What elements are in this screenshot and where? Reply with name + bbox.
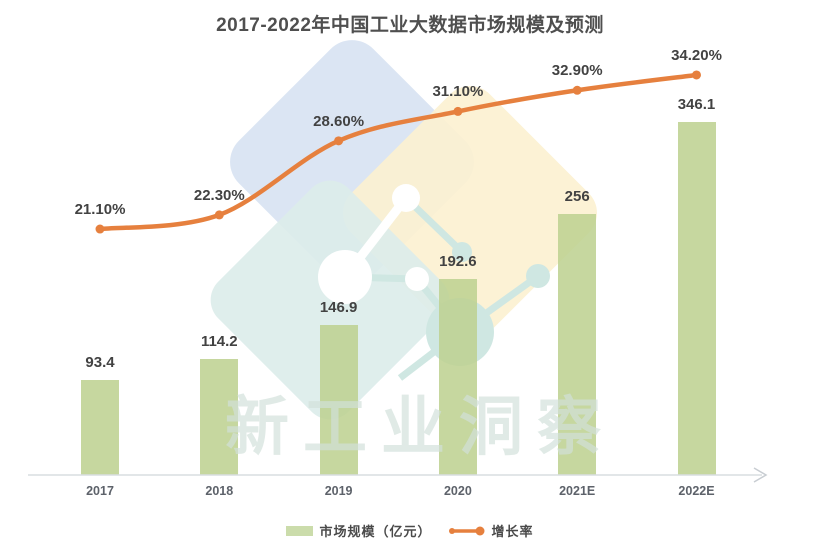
legend-bar-label: 市场规模（亿元） xyxy=(319,524,432,539)
growth-rate-label: 22.30% xyxy=(193,186,245,204)
bar-value-label: 114.2 xyxy=(200,332,238,350)
bar-value-label: 93.4 xyxy=(85,353,115,371)
diamond-decor-blue xyxy=(230,40,474,284)
growth-rate-label: 34.20% xyxy=(671,46,722,64)
growth-line-marker xyxy=(95,224,105,234)
x-axis-label-2021E: 2021E xyxy=(559,484,596,498)
bar-value-label: 192.6 xyxy=(439,252,477,270)
growth-line-marker xyxy=(572,85,582,95)
x-axis-label-2020: 2020 xyxy=(443,484,472,498)
x-axis-label-2022E: 2022E xyxy=(678,484,715,498)
x-axis-label-2019: 2019 xyxy=(324,484,353,498)
legend-line-label: 增长率 xyxy=(491,524,534,539)
growth-rate-label: 31.10% xyxy=(432,83,484,101)
x-axis-label-2018: 2018 xyxy=(205,484,234,498)
growth-line-marker xyxy=(453,106,463,116)
bar-value-label: 346.1 xyxy=(677,96,716,114)
watermark: 新工业洞察 xyxy=(225,391,615,463)
legend-bar-swatch-icon xyxy=(286,525,314,536)
legend: 市场规模（亿元） 增长率 xyxy=(0,521,820,540)
growth-line-marker xyxy=(334,136,344,146)
growth-line-marker xyxy=(692,70,701,80)
growth-rate-label: 21.10% xyxy=(74,201,126,219)
chart-title: 2017-2022年中国工业大数据市场规模及预测 xyxy=(216,15,604,36)
diamond-decor-yellow xyxy=(343,86,597,340)
bar-value-label: 256 xyxy=(564,188,590,206)
x-axis-label-2017: 2017 xyxy=(86,484,114,498)
growth-line-marker xyxy=(214,210,224,220)
legend-line-icon xyxy=(448,526,484,535)
growth-line xyxy=(97,72,699,232)
axis-arrow-icon xyxy=(753,467,768,483)
growth-rate-label: 32.90% xyxy=(551,62,603,80)
bar-value-label: 146.9 xyxy=(319,299,358,317)
growth-rate-label: 28.60% xyxy=(313,112,365,130)
molecule-decor-teal xyxy=(344,195,550,381)
molecule-decor-white xyxy=(318,184,429,304)
